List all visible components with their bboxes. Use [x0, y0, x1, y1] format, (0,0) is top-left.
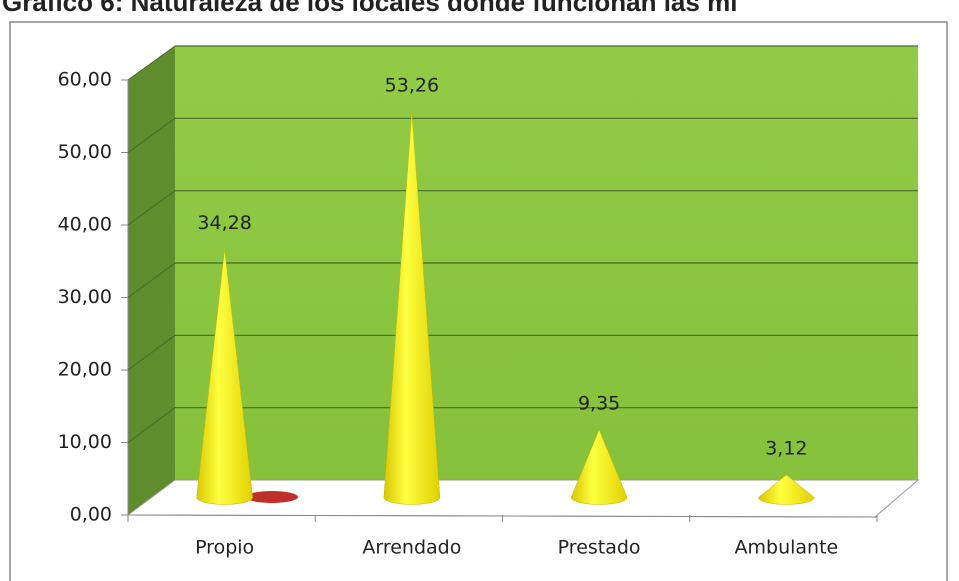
grid-line-side — [127, 262, 176, 298]
marker — [246, 491, 298, 503]
value-label: 3,12 — [765, 437, 807, 459]
y-tick-label: 30,00 — [58, 286, 112, 308]
grid-line-side — [127, 334, 176, 371]
grid-line-side — [127, 407, 176, 443]
cone — [570, 429, 628, 505]
y-tick-label: 10,00 — [58, 431, 112, 453]
y-tick-label: 50,00 — [58, 141, 112, 163]
value-label: 34,28 — [197, 212, 251, 234]
x-tick-label: Propio — [195, 537, 254, 559]
x-tick-label: Prestado — [558, 537, 641, 559]
y-tick-label: 40,00 — [58, 214, 112, 236]
value-label: 9,35 — [578, 392, 620, 414]
y-tick-label: 0,00 — [70, 504, 112, 526]
cone — [196, 249, 253, 505]
cone — [758, 474, 815, 505]
x-tick-label: Ambulante — [735, 537, 839, 559]
cone — [383, 111, 441, 505]
grid-line-side — [127, 190, 176, 226]
chart-frame — [9, 21, 948, 581]
grid-line-side — [127, 117, 176, 153]
y-tick-label: 20,00 — [58, 359, 112, 381]
value-label: 53,26 — [385, 74, 439, 96]
y-tick-label: 60,00 — [58, 69, 112, 91]
x-tick-label: Arrendado — [362, 537, 461, 559]
grid-line-side — [127, 45, 176, 81]
chart-title: Gráfico 6: Naturaleza de los locales don… — [2, 0, 737, 17]
